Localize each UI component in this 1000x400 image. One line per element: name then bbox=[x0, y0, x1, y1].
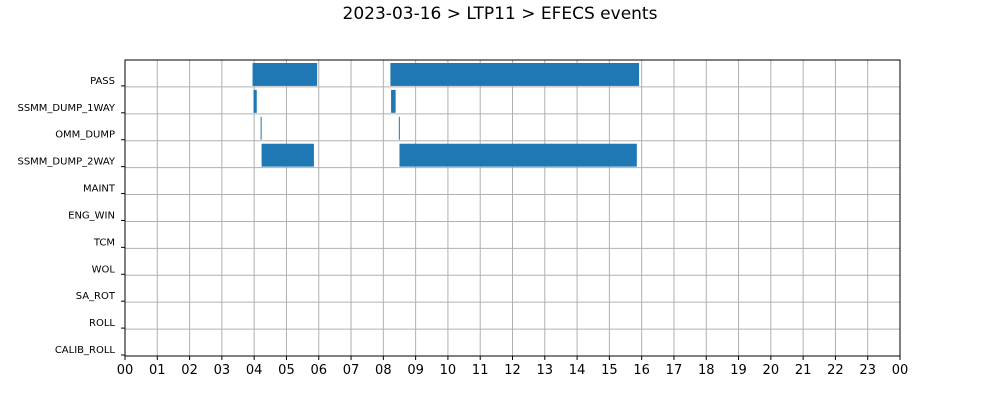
event-bar bbox=[261, 143, 314, 167]
x-tick-label: 19 bbox=[730, 363, 747, 378]
y-tick-label: MAINT bbox=[83, 184, 116, 195]
x-tick-label: 13 bbox=[537, 363, 554, 378]
y-tick-label: ROLL bbox=[89, 318, 115, 329]
x-tick-label: 14 bbox=[569, 363, 586, 378]
x-tick-label: 23 bbox=[859, 363, 876, 378]
x-tick-label: 01 bbox=[149, 363, 166, 378]
y-tick-label: ENG_WIN bbox=[68, 210, 115, 221]
y-tick-label: SSMM_DUMP_2WAY bbox=[17, 157, 115, 168]
x-tick-label: 03 bbox=[214, 363, 231, 378]
x-tick-label: 08 bbox=[375, 363, 392, 378]
event-bar bbox=[390, 63, 640, 86]
x-tick-label: 22 bbox=[827, 363, 844, 378]
event-bar bbox=[253, 89, 257, 113]
x-tick-label: 00 bbox=[892, 363, 909, 378]
x-tick-label: 02 bbox=[181, 363, 198, 378]
x-tick-label: 17 bbox=[666, 363, 683, 378]
event-bar bbox=[260, 116, 262, 140]
x-tick-label: 11 bbox=[472, 363, 489, 378]
chart-title: 2023-03-16 > LTP11 > EFECS events bbox=[342, 4, 658, 24]
y-tick-label: WOL bbox=[92, 264, 116, 275]
x-tick-label: 20 bbox=[763, 363, 780, 378]
y-tick-label: PASS bbox=[90, 76, 115, 87]
y-tick-label: OMM_DUMP bbox=[55, 130, 115, 141]
event-bar bbox=[399, 143, 637, 167]
x-tick-label: 16 bbox=[633, 363, 650, 378]
x-tick-label: 00 bbox=[117, 363, 134, 378]
event-bar bbox=[391, 89, 396, 113]
y-tick-label: TCM bbox=[93, 237, 115, 248]
x-tick-label: 12 bbox=[504, 363, 521, 378]
x-tick-label: 06 bbox=[310, 363, 327, 378]
x-tick-label: 04 bbox=[246, 363, 263, 378]
event-bar bbox=[252, 63, 318, 86]
event-bar bbox=[398, 116, 400, 140]
y-tick-label: SSMM_DUMP_1WAY bbox=[17, 103, 115, 114]
x-tick-label: 15 bbox=[601, 363, 618, 378]
x-tick-label: 07 bbox=[343, 363, 360, 378]
y-tick-label: CALIB_ROLL bbox=[55, 345, 116, 356]
x-tick-label: 18 bbox=[698, 363, 715, 378]
x-tick-label: 09 bbox=[407, 363, 424, 378]
y-tick-label: SA_ROT bbox=[76, 291, 116, 302]
x-tick-label: 10 bbox=[440, 363, 457, 378]
x-tick-label: 21 bbox=[795, 363, 812, 378]
x-tick-label: 05 bbox=[278, 363, 295, 378]
